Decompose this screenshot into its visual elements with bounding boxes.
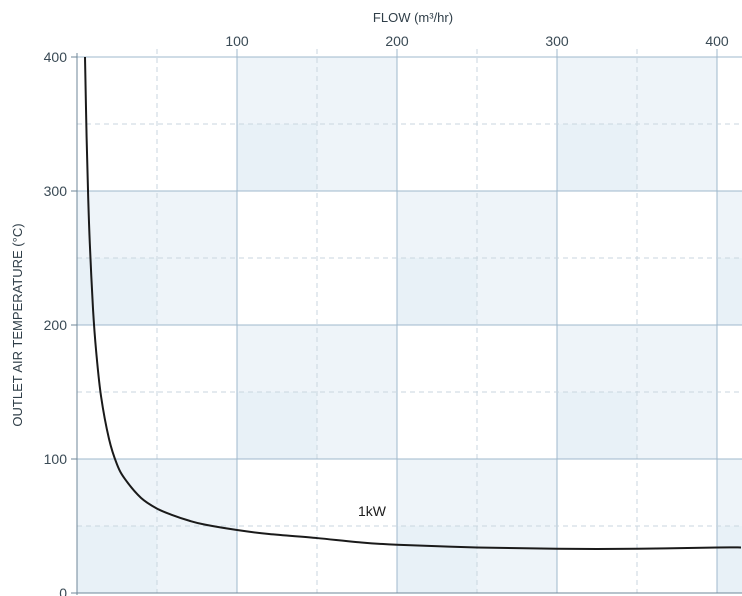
band-cell-shade	[717, 258, 742, 325]
x-tick-label: 400	[705, 33, 729, 49]
y-axis-title: OUTLET AIR TEMPERATURE (°C)	[10, 223, 25, 426]
band-cell-shade	[237, 392, 317, 459]
y-tick-label: 300	[44, 183, 68, 199]
x-tick-label: 100	[225, 33, 249, 49]
grid-lines	[77, 49, 742, 593]
band-cell-shade	[557, 124, 637, 191]
x-tick-label: 300	[545, 33, 569, 49]
series-label-1kw: 1kW	[358, 503, 387, 519]
series-line-1kw	[84, 56, 742, 550]
band-cell-shade	[557, 392, 637, 459]
y-tick-label: 400	[44, 49, 68, 65]
band-cell-shade	[397, 526, 477, 593]
band-cell-shade	[77, 526, 157, 593]
band-cell-shade	[717, 526, 742, 593]
band-cell-shade	[397, 258, 477, 325]
y-tick-label: 200	[44, 317, 68, 333]
x-tick-label: 200	[385, 33, 409, 49]
x-axis-title: FLOW (m³/hr)	[373, 10, 453, 25]
band-cell-shade	[77, 258, 157, 325]
axes	[71, 53, 742, 595]
series-layer	[84, 56, 742, 550]
tick-labels: 100 200 300 400 0 100 200 300 400	[44, 33, 729, 596]
band-cell-shade	[237, 124, 317, 191]
y-tick-label: 0	[59, 585, 67, 596]
y-tick-label: 100	[44, 451, 68, 467]
